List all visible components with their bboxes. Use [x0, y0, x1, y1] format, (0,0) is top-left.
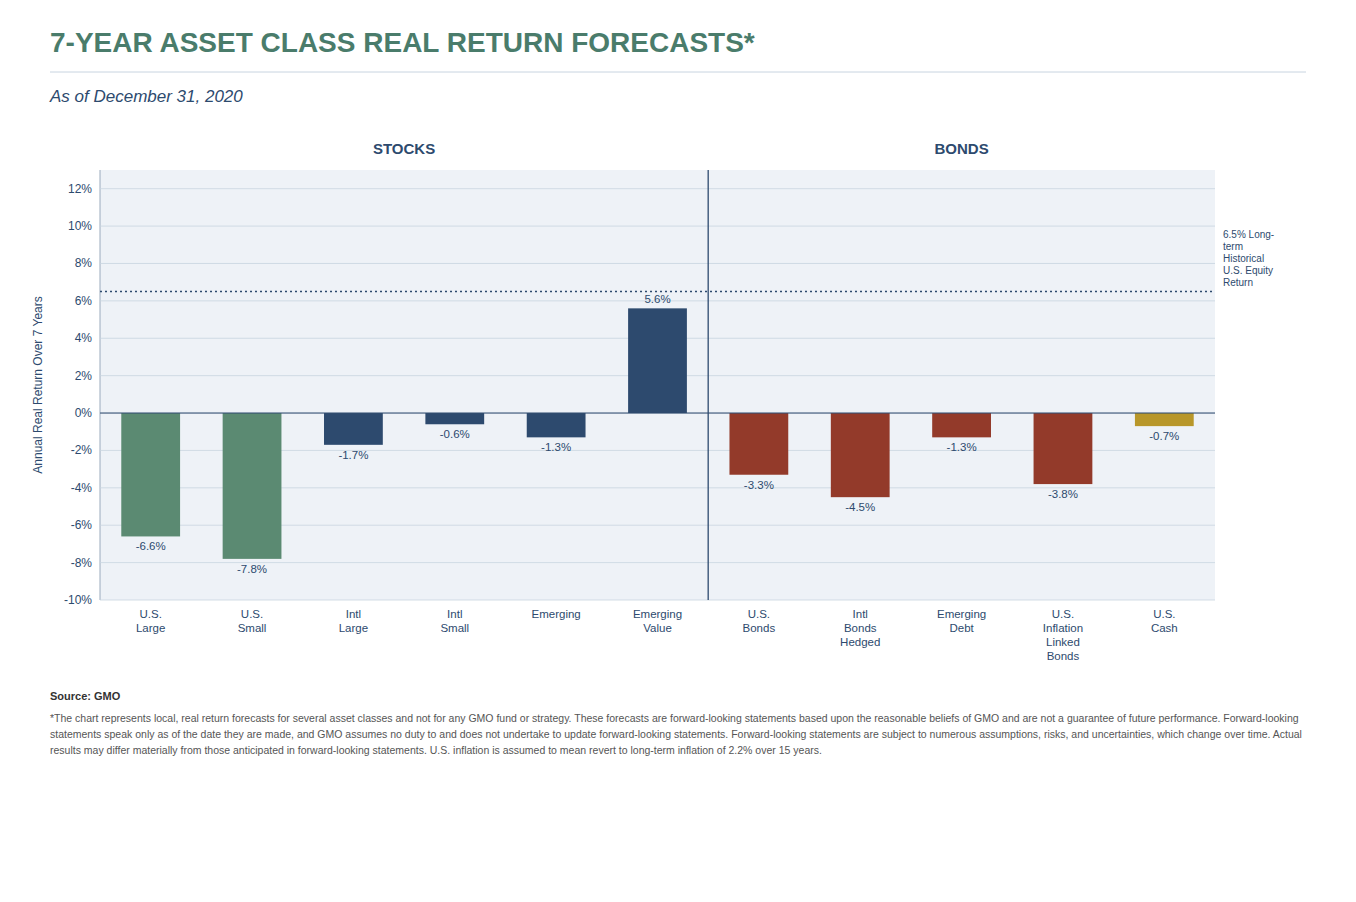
background: [0, 0, 1356, 902]
grid-line: [100, 562, 1215, 563]
data-label: -0.6%: [440, 428, 470, 440]
bar: [121, 413, 180, 536]
grid-line: [100, 188, 1215, 189]
x-tick-label: IntlLarge: [339, 608, 368, 634]
data-label: -7.8%: [237, 563, 267, 575]
y-tick-label: 6%: [75, 294, 93, 308]
data-label: -6.6%: [136, 540, 166, 552]
zero-line: [100, 413, 1215, 414]
y-tick-label: -4%: [71, 481, 93, 495]
bar: [425, 413, 484, 424]
x-ticks: U.S.Large U.S.Small IntlLarge IntlSmall Emer…: [136, 608, 1178, 662]
y-tick-label: -6%: [71, 518, 93, 532]
footnote: *The chart represents local, real return…: [50, 712, 1302, 756]
data-label: -3.8%: [1048, 488, 1078, 500]
y-tick-label: 10%: [68, 219, 92, 233]
bars: [121, 308, 1193, 559]
data-label: -1.3%: [947, 441, 977, 453]
bar: [729, 413, 788, 475]
data-labels: -6.6% -7.8% -1.7% -0.6% -1.3% 5.6% -3.3% -4.5% -…: [136, 293, 1180, 575]
data-label: -3.3%: [744, 479, 774, 491]
x-tick-label: IntlSmall: [440, 608, 469, 634]
plot-area: [100, 170, 1215, 600]
section-divider: [708, 170, 709, 600]
bar: [324, 413, 383, 445]
title: 7-YEAR ASSET CLASS REAL RETURN FORECASTS…: [50, 27, 755, 58]
y-tick-label: 12%: [68, 182, 92, 196]
bar: [932, 413, 991, 437]
bar: [628, 308, 687, 413]
grid-line: [100, 413, 1215, 414]
bar: [1135, 413, 1194, 426]
y-tick-label: 2%: [75, 369, 93, 383]
y-tick-label: -2%: [71, 443, 93, 457]
data-label: -1.3%: [541, 441, 571, 453]
grid-line: [100, 226, 1215, 227]
y-axis-line: [100, 170, 101, 600]
y-tick-label: 8%: [75, 256, 93, 270]
x-tick-label: U.S.Small: [238, 608, 267, 634]
grid-line: [100, 600, 1215, 601]
x-tick-label: U.S.Large: [136, 608, 165, 634]
grid-line: [100, 263, 1215, 264]
reference-line-label: 6.5% Long-termHistoricalU.S. EquityRetur…: [1223, 229, 1274, 288]
bar: [1034, 413, 1093, 484]
x-tick-label: IntlBondsHedged: [840, 608, 880, 648]
x-tick-label: EmergingDebt: [937, 608, 986, 634]
bar: [223, 413, 282, 559]
y-tick-label: 0%: [75, 406, 93, 420]
x-tick-label: U.S.Bonds: [743, 608, 776, 634]
y-tick-label: 4%: [75, 331, 93, 345]
x-tick-label: EmergingValue: [633, 608, 682, 634]
section-label: BONDS: [935, 140, 989, 157]
y-axis-label: Annual Real Return Over 7 Years: [31, 296, 45, 473]
bar: [527, 413, 586, 437]
y-tick-label: -10%: [64, 593, 92, 607]
data-label: 5.6%: [644, 293, 670, 305]
data-label: -0.7%: [1149, 430, 1179, 442]
x-tick-label: Emerging: [532, 608, 581, 620]
chart: 7-YEAR ASSET CLASS REAL RETURN FORECASTS…: [0, 0, 1356, 902]
x-tick-label: U.S.InflationLinkedBonds: [1043, 608, 1083, 662]
data-label: -1.7%: [338, 449, 368, 461]
grid: [100, 189, 1215, 600]
data-label: -4.5%: [845, 501, 875, 513]
y-tick-label: -8%: [71, 556, 93, 570]
x-tick-label: U.S.Cash: [1151, 608, 1178, 634]
y-ticks: -10% -8% -6% -4% -2% 0% 2% 4% 6% 8% 10% 12%: [64, 182, 92, 607]
source: Source: GMO: [50, 690, 121, 702]
bar: [831, 413, 890, 497]
section-label: STOCKS: [373, 140, 435, 157]
reference-line: [100, 291, 1215, 292]
subtitle: As of December 31, 2020: [49, 87, 243, 106]
title-rule: [50, 72, 1306, 73]
